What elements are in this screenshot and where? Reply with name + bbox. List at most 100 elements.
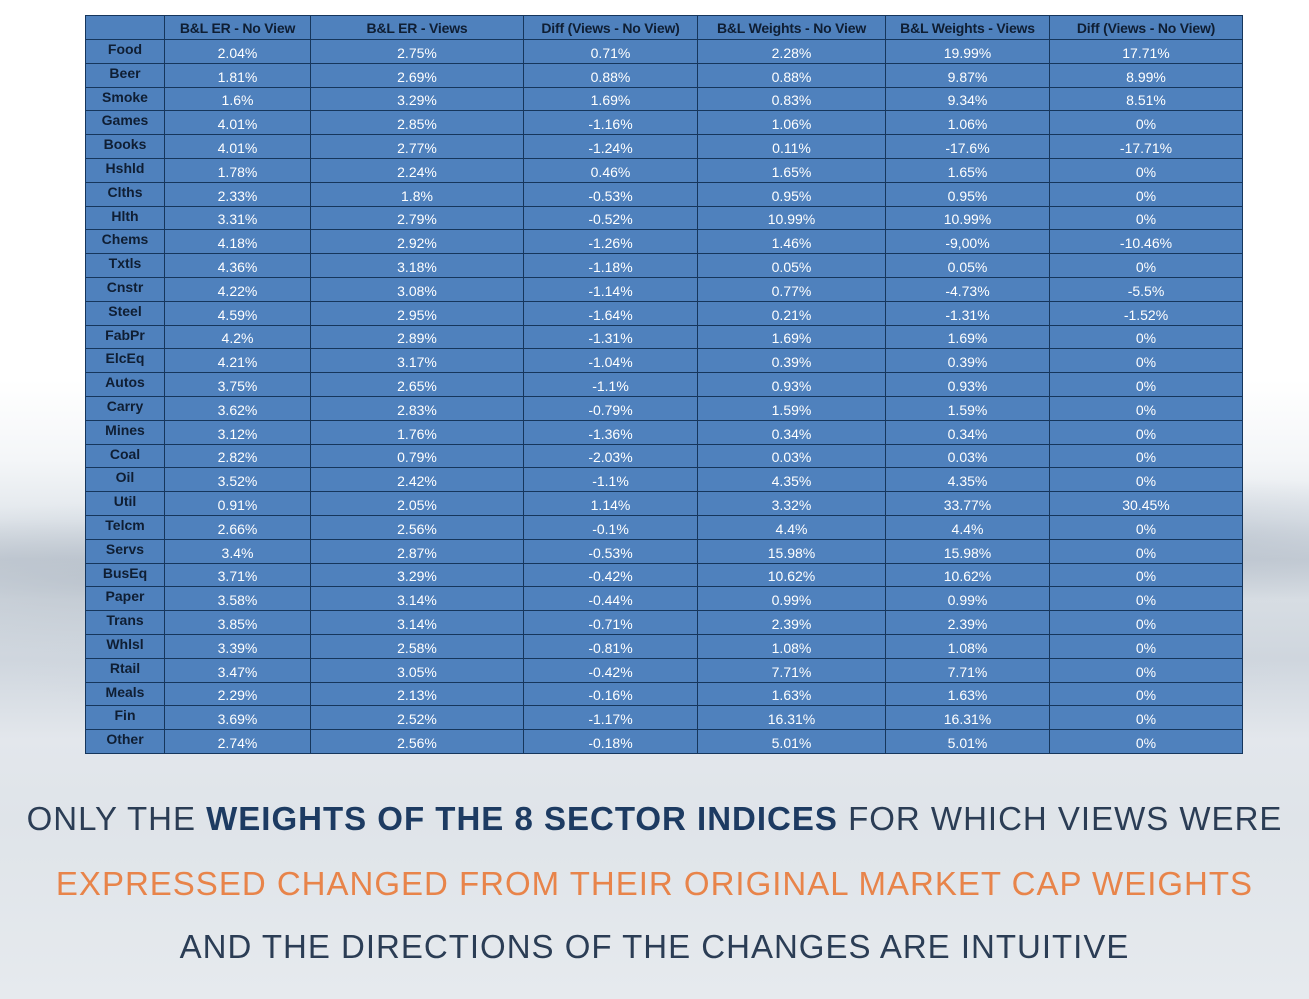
er-no-view-cell: 2.04%	[164, 39, 311, 64]
row-label: Carry	[85, 395, 165, 421]
row-label: Coal	[85, 443, 165, 469]
er-diff-cell: 0.46%	[523, 157, 698, 183]
table-row: Games 4.01% 2.85% -1.16% 1.06% 1.06% 0%	[85, 110, 1243, 136]
weights-views-cell: 7.71%	[885, 657, 1050, 683]
er-diff-cell: -0.53%	[523, 181, 698, 207]
er-diff-cell: -1.24%	[523, 134, 698, 159]
table-row: Telcm 2.66% 2.56% -0.1% 4.4% 4.4% 0%	[85, 514, 1243, 540]
er-views-cell: 2.75%	[310, 39, 524, 64]
er-no-view-cell: 2.33%	[164, 181, 311, 207]
caption-line-2: EXPRESSED CHANGED FROM THEIR ORIGINAL MA…	[55, 865, 1254, 902]
table-row: Paper 3.58% 3.14% -0.44% 0.99% 0.99% 0%	[85, 586, 1243, 612]
weights-diff-cell: 0%	[1049, 586, 1243, 612]
er-diff-cell: 1.14%	[523, 491, 698, 516]
table-row: Smoke 1.6% 3.29% 1.69% 0.83% 9.34% 8.51%	[85, 86, 1243, 112]
weights-no-view-cell: 15.98%	[697, 538, 886, 564]
weights-views-cell: -17.6%	[885, 134, 1050, 159]
er-diff-cell: -0.79%	[523, 395, 698, 421]
er-diff-cell: -1.1%	[523, 372, 698, 397]
er-diff-cell: -0.42%	[523, 657, 698, 683]
weights-diff-cell: -1.52%	[1049, 300, 1243, 326]
er-diff-cell: -1.31%	[523, 324, 698, 350]
weights-no-view-cell: 5.01%	[697, 729, 886, 754]
weights-diff-cell: 0%	[1049, 419, 1243, 445]
table-row: Servs 3.4% 2.87% -0.53% 15.98% 15.98% 0%	[85, 538, 1243, 564]
er-views-cell: 1.8%	[310, 181, 524, 207]
table-row: Clths 2.33% 1.8% -0.53% 0.95% 0.95% 0%	[85, 181, 1243, 207]
weights-diff-cell: 0%	[1049, 729, 1243, 754]
weights-diff-cell: 0%	[1049, 610, 1243, 635]
row-label: Food	[85, 39, 165, 64]
weights-views-cell: 33.77%	[885, 491, 1050, 516]
row-label: Hlth	[85, 205, 165, 231]
er-no-view-cell: 2.82%	[164, 443, 311, 469]
table-row: Cnstr 4.22% 3.08% -1.14% 0.77% -4.73% -5.5%	[85, 276, 1243, 302]
weights-diff-cell: 0%	[1049, 372, 1243, 397]
er-no-view-cell: 3.52%	[164, 467, 311, 493]
er-no-view-cell: 3.58%	[164, 586, 311, 612]
er-views-cell: 2.95%	[310, 300, 524, 326]
er-views-cell: 2.83%	[310, 395, 524, 421]
table-row: Oil 3.52% 2.42% -1.1% 4.35% 4.35% 0%	[85, 467, 1243, 493]
weights-no-view-cell: 1.63%	[697, 681, 886, 707]
er-diff-cell: -1.64%	[523, 300, 698, 326]
weights-no-view-cell: 0.93%	[697, 372, 886, 397]
caption-line-1-end: FOR WHICH VIEWS WERE	[837, 800, 1283, 837]
weights-no-view-cell: 4.35%	[697, 467, 886, 493]
er-views-cell: 2.77%	[310, 134, 524, 159]
er-diff-cell: -0.52%	[523, 205, 698, 231]
er-diff-cell: -1.16%	[523, 110, 698, 136]
weights-diff-cell: -10.46%	[1049, 229, 1243, 255]
er-views-cell: 2.42%	[310, 467, 524, 493]
er-views-cell: 3.14%	[310, 610, 524, 635]
weights-views-cell: 0.99%	[885, 586, 1050, 612]
column-header-er-diff: Diff (Views - No View)	[523, 15, 698, 40]
row-label: Games	[85, 110, 165, 136]
row-label: Meals	[85, 681, 165, 707]
er-diff-cell: 0.88%	[523, 62, 698, 88]
weights-diff-cell: 0%	[1049, 157, 1243, 183]
row-label: FabPr	[85, 324, 165, 350]
weights-no-view-cell: 0.99%	[697, 586, 886, 612]
weights-diff-cell: 0%	[1049, 395, 1243, 421]
weights-views-cell: 10.99%	[885, 205, 1050, 231]
weights-diff-cell: 0%	[1049, 538, 1243, 564]
er-diff-cell: -1.14%	[523, 276, 698, 302]
table-row: Util 0.91% 2.05% 1.14% 3.32% 33.77% 30.45%	[85, 491, 1243, 516]
weights-no-view-cell: 1.06%	[697, 110, 886, 136]
er-no-view-cell: 3.69%	[164, 705, 311, 731]
table-row: Txtls 4.36% 3.18% -1.18% 0.05% 0.05% 0%	[85, 253, 1243, 278]
er-no-view-cell: 2.66%	[164, 514, 311, 540]
weights-diff-cell: 0%	[1049, 657, 1243, 683]
er-no-view-cell: 1.81%	[164, 62, 311, 88]
er-diff-cell: -1.17%	[523, 705, 698, 731]
weights-no-view-cell: 3.32%	[697, 491, 886, 516]
weights-no-view-cell: 2.28%	[697, 39, 886, 64]
row-label: BusEq	[85, 562, 165, 588]
table-row: Other 2.74% 2.56% -0.18% 5.01% 5.01% 0%	[85, 729, 1243, 754]
row-label: Books	[85, 134, 165, 159]
table-row: BusEq 3.71% 3.29% -0.42% 10.62% 10.62% 0%	[85, 562, 1243, 588]
weights-no-view-cell: 0.05%	[697, 253, 886, 278]
row-label: Other	[85, 729, 165, 754]
weights-views-cell: 2.39%	[885, 610, 1050, 635]
weights-no-view-cell: 0.83%	[697, 86, 886, 112]
er-diff-cell: -0.53%	[523, 538, 698, 564]
weights-views-cell: 4.4%	[885, 514, 1050, 540]
table-header-row: B&L ER - No View B&L ER - Views Diff (Vi…	[85, 15, 1243, 40]
er-no-view-cell: 1.78%	[164, 157, 311, 183]
table-row: Hshld 1.78% 2.24% 0.46% 1.65% 1.65% 0%	[85, 157, 1243, 183]
weights-diff-cell: 0%	[1049, 205, 1243, 231]
weights-views-cell: 16.31%	[885, 705, 1050, 731]
column-header-corner	[85, 15, 165, 40]
row-label: Txtls	[85, 253, 165, 278]
weights-diff-cell: 0%	[1049, 562, 1243, 588]
weights-no-view-cell: 0.21%	[697, 300, 886, 326]
weights-diff-cell: 30.45%	[1049, 491, 1243, 516]
table-row: Carry 3.62% 2.83% -0.79% 1.59% 1.59% 0%	[85, 395, 1243, 421]
table-body: Food 2.04% 2.75% 0.71% 2.28% 19.99% 17.71% Beer…	[85, 39, 1243, 754]
weights-views-cell: 5.01%	[885, 729, 1050, 754]
er-diff-cell: 1.69%	[523, 86, 698, 112]
row-label: Steel	[85, 300, 165, 326]
weights-no-view-cell: 0.77%	[697, 276, 886, 302]
